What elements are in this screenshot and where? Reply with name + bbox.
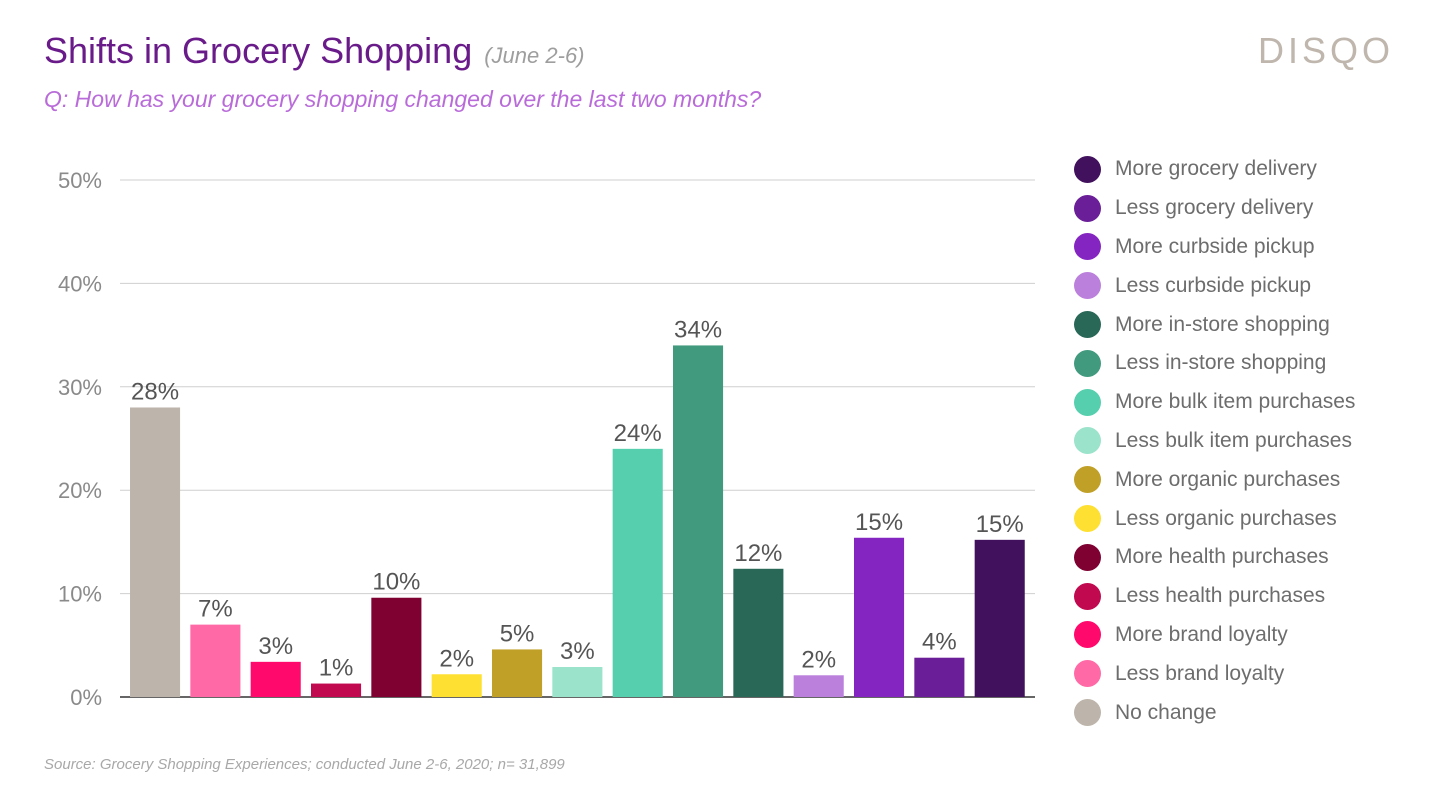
y-tick-label: 50%: [58, 168, 102, 193]
chart-header: Shifts in Grocery Shopping (June 2-6): [44, 30, 585, 72]
bar: [190, 624, 241, 697]
survey-question: Q: How has your grocery shopping changed…: [44, 86, 762, 112]
bar: [854, 537, 905, 697]
legend-label: More grocery delivery: [1115, 157, 1317, 181]
bar: [250, 661, 301, 697]
legend-label: Less curbside pickup: [1115, 273, 1312, 297]
data-label: 15%: [855, 509, 903, 536]
legend-label: More organic purchases: [1115, 467, 1341, 491]
title-row: Shifts in Grocery Shopping (June 2-6): [44, 30, 585, 72]
legend-item: Less health purchases: [1074, 577, 1355, 616]
legend-swatch: [1074, 349, 1101, 377]
data-label: 24%: [614, 420, 662, 447]
chart-legend: More grocery delivery Less grocery delive…: [1074, 150, 1355, 732]
legend-swatch: [1074, 233, 1101, 261]
y-tick-label: 0%: [70, 685, 102, 710]
bar: [733, 568, 784, 697]
legend-item: No change: [1074, 693, 1355, 732]
legend-item: Less in-store shopping: [1074, 344, 1355, 383]
y-tick-label: 40%: [58, 271, 102, 296]
legend-item: Less organic purchases: [1074, 499, 1355, 538]
legend-label: No change: [1115, 700, 1217, 724]
brand-logo: DISQO: [1257, 30, 1394, 71]
legend-swatch: [1074, 272, 1101, 300]
bar: [793, 675, 844, 697]
bar: [612, 448, 663, 697]
legend-label: Less bulk item purchases: [1115, 428, 1352, 452]
legend-label: Less health purchases: [1115, 584, 1326, 608]
legend-item: More grocery delivery: [1074, 150, 1355, 189]
legend-label: More curbside pickup: [1115, 234, 1315, 258]
bar: [431, 674, 482, 697]
bar: [130, 407, 181, 697]
legend-label: More brand loyalty: [1115, 622, 1288, 646]
chart-title: Shifts in Grocery Shopping: [44, 30, 473, 71]
legend-swatch: [1074, 311, 1101, 339]
legend-swatch: [1074, 427, 1101, 455]
data-label: 2%: [439, 645, 474, 672]
legend-label: Less brand loyalty: [1115, 661, 1285, 685]
legend-swatch: [1074, 621, 1101, 649]
source-note: Source: Grocery Shopping Experiences; co…: [44, 756, 565, 773]
data-label: 10%: [372, 569, 420, 596]
y-tick-label: 20%: [58, 478, 102, 503]
legend-label: Less grocery delivery: [1115, 196, 1314, 220]
legend-label: More health purchases: [1115, 545, 1329, 569]
legend-item: Less bulk item purchases: [1074, 422, 1355, 461]
legend-label: Less in-store shopping: [1115, 351, 1327, 375]
data-label: 1%: [319, 655, 354, 682]
legend-label: More bulk item purchases: [1115, 390, 1356, 414]
legend-swatch: [1074, 660, 1101, 688]
legend-label: More in-store shopping: [1115, 312, 1330, 336]
bar: [974, 539, 1025, 697]
legend-label: Less organic purchases: [1115, 506, 1337, 530]
legend-swatch: [1074, 699, 1101, 727]
data-label: 12%: [734, 540, 782, 567]
legend-item: More organic purchases: [1074, 460, 1355, 499]
legend-item: Less brand loyalty: [1074, 654, 1355, 693]
data-label: 3%: [258, 633, 293, 660]
legend-item: Less grocery delivery: [1074, 189, 1355, 228]
y-tick-label: 10%: [58, 582, 102, 607]
legend-swatch: [1074, 543, 1101, 571]
legend-swatch: [1074, 194, 1101, 222]
y-tick-label: 30%: [58, 375, 102, 400]
data-label: 28%: [131, 378, 179, 405]
bar: [492, 649, 543, 697]
bar-chart: 0% 10% 20% 30% 40% 50% 28% 7% 3% 1% 10% 2% 5% 3% 24% 34…: [58, 168, 1035, 710]
legend-swatch: [1074, 582, 1101, 610]
bar: [673, 345, 724, 697]
data-label: 7%: [198, 596, 233, 623]
legend-item: More brand loyalty: [1074, 616, 1355, 655]
data-label: 15%: [976, 511, 1024, 538]
legend-item: More health purchases: [1074, 538, 1355, 577]
data-label: 4%: [922, 629, 957, 656]
legend-item: Less curbside pickup: [1074, 266, 1355, 305]
bar: [311, 683, 362, 697]
data-label: 5%: [500, 620, 535, 647]
data-label: 2%: [801, 646, 836, 673]
legend-item: More bulk item purchases: [1074, 383, 1355, 422]
legend-swatch: [1074, 466, 1101, 494]
legend-swatch: [1074, 388, 1101, 416]
data-label: 3%: [560, 638, 595, 665]
bar: [371, 597, 422, 697]
legend-item: More in-store shopping: [1074, 305, 1355, 344]
bar: [552, 667, 603, 697]
legend-item: More curbside pickup: [1074, 228, 1355, 267]
date-range: (June 2-6): [484, 43, 585, 68]
legend-swatch: [1074, 155, 1101, 183]
bar: [914, 657, 965, 697]
data-label: 34%: [674, 316, 722, 343]
legend-swatch: [1074, 505, 1101, 533]
